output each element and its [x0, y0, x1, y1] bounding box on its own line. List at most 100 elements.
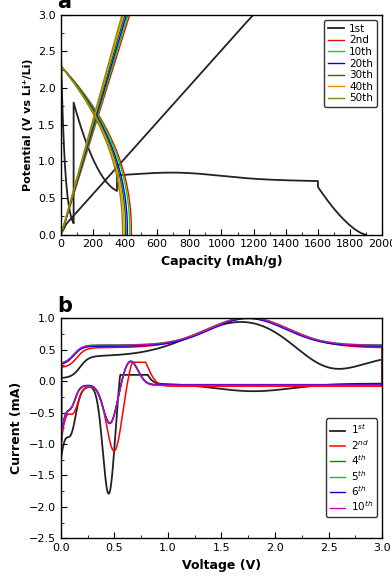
X-axis label: Capacity (mAh/g): Capacity (mAh/g) — [161, 255, 282, 268]
1st — [364, 231, 368, 238]
20th — [120, 175, 124, 182]
10$^{th}$ — [141, 341, 146, 348]
40th — [61, 66, 66, 73]
5$^{th}$ — [236, 315, 241, 322]
4$^{th}$ — [115, 342, 120, 349]
5$^{th}$ — [204, 327, 209, 333]
20th — [122, 187, 127, 194]
50th — [70, 77, 74, 84]
1$^{st}$ — [249, 320, 253, 327]
1$^{st}$ — [115, 352, 120, 359]
6$^{th}$ — [115, 343, 120, 350]
10$^{th}$ — [380, 342, 385, 349]
Line: 2nd: 2nd — [61, 66, 131, 235]
6$^{th}$ — [246, 315, 250, 322]
2nd — [58, 62, 63, 69]
2$^{nd}$ — [204, 326, 209, 333]
50th — [58, 62, 63, 69]
5$^{th}$ — [301, 332, 306, 339]
40th — [75, 84, 80, 91]
10$^{th}$ — [274, 321, 278, 328]
30th — [62, 67, 67, 74]
30th — [120, 187, 125, 194]
2$^{nd}$ — [249, 315, 253, 322]
Legend: 1st, 2nd, 10th, 20th, 30th, 40th, 50th: 1st, 2nd, 10th, 20th, 30th, 40th, 50th — [324, 20, 377, 108]
1$^{st}$ — [141, 348, 146, 355]
10th — [124, 187, 129, 194]
2$^{nd}$ — [301, 332, 306, 339]
30th — [58, 62, 63, 69]
Legend: 1$^{st}$, 2$^{nd}$, 4$^{th}$, 5$^{th}$, 6$^{th}$, 10$^{th}$: 1$^{st}$, 2$^{nd}$, 4$^{th}$, 5$^{th}$, … — [326, 418, 377, 517]
10$^{th}$ — [204, 327, 209, 334]
10$^{th}$ — [115, 342, 120, 349]
Line: 1st: 1st — [61, 44, 366, 235]
20th — [62, 67, 67, 74]
Line: 10$^{th}$: 10$^{th}$ — [61, 318, 382, 363]
Line: 30th: 30th — [61, 66, 126, 235]
2$^{nd}$ — [380, 344, 385, 351]
6$^{th}$ — [301, 333, 306, 340]
5$^{th}$ — [380, 342, 385, 349]
40th — [122, 231, 127, 238]
5$^{th}$ — [115, 342, 120, 349]
2nd — [77, 84, 82, 91]
X-axis label: Voltage (V): Voltage (V) — [182, 559, 261, 572]
10th — [122, 175, 126, 182]
10$^{th}$ — [238, 315, 242, 322]
10$^{th}$ — [58, 360, 63, 367]
10th — [63, 67, 67, 74]
4$^{th}$ — [380, 342, 385, 349]
Line: 4$^{th}$: 4$^{th}$ — [61, 318, 382, 364]
6$^{th}$ — [249, 315, 253, 322]
Text: b: b — [58, 296, 73, 316]
1$^{st}$ — [58, 374, 63, 381]
10$^{th}$ — [249, 315, 253, 322]
20th — [58, 62, 63, 69]
1st — [328, 200, 332, 207]
Line: 10th: 10th — [61, 66, 130, 235]
1$^{st}$ — [380, 356, 385, 363]
20th — [71, 77, 76, 84]
40th — [119, 187, 123, 194]
Text: a: a — [58, 0, 72, 12]
10$^{th}$ — [301, 332, 306, 339]
2nd — [61, 66, 66, 73]
40th — [58, 62, 63, 69]
50th — [61, 66, 65, 73]
6$^{th}$ — [274, 321, 278, 328]
2nd — [123, 175, 128, 182]
4$^{th}$ — [141, 342, 146, 349]
6$^{th}$ — [141, 342, 146, 349]
10th — [58, 62, 63, 69]
40th — [116, 175, 121, 182]
4$^{th}$ — [204, 327, 209, 334]
10th — [61, 66, 66, 73]
10th — [71, 77, 76, 84]
Line: 50th: 50th — [61, 66, 123, 235]
2$^{nd}$ — [141, 343, 146, 350]
Y-axis label: Current (mA): Current (mA) — [10, 382, 23, 474]
6$^{th}$ — [58, 361, 63, 368]
50th — [117, 187, 122, 194]
Line: 5$^{th}$: 5$^{th}$ — [61, 318, 382, 363]
1st — [65, 191, 70, 198]
30th — [76, 84, 80, 91]
5$^{th}$ — [58, 360, 63, 367]
Line: 40th: 40th — [61, 66, 124, 235]
5$^{th}$ — [141, 341, 146, 348]
1st — [226, 173, 231, 180]
10th — [127, 231, 132, 238]
20th — [61, 66, 66, 73]
4$^{th}$ — [249, 315, 253, 322]
1st — [263, 176, 268, 183]
Line: 1$^{st}$: 1$^{st}$ — [61, 322, 382, 378]
4$^{th}$ — [240, 315, 245, 322]
Line: 20th: 20th — [61, 66, 127, 235]
4$^{th}$ — [58, 360, 63, 367]
1st — [58, 40, 63, 47]
Line: 2$^{nd}$: 2$^{nd}$ — [61, 318, 382, 367]
6$^{th}$ — [380, 343, 385, 350]
6$^{th}$ — [204, 328, 209, 335]
1$^{st}$ — [239, 318, 243, 325]
40th — [70, 77, 75, 84]
